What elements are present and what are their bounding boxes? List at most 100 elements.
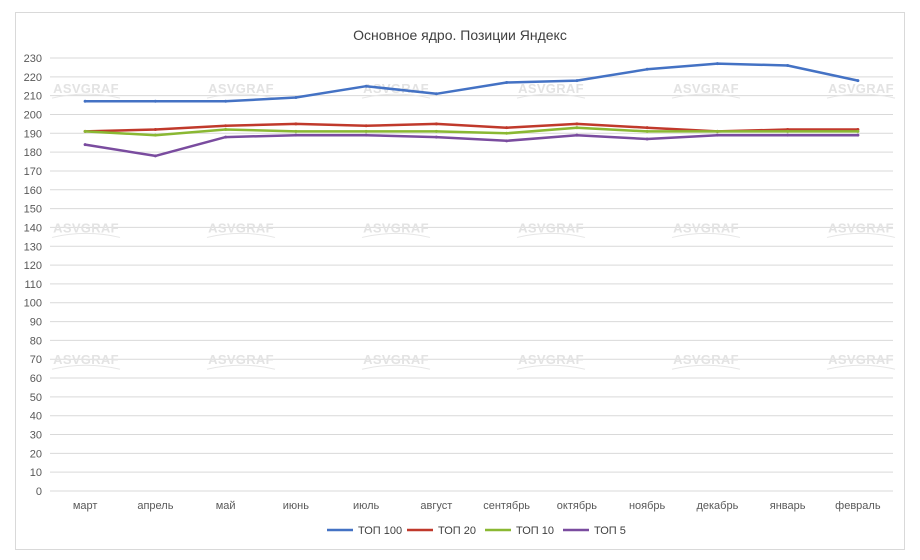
watermark-swoosh — [361, 364, 431, 370]
data-point — [575, 133, 579, 137]
x-tick-label: август — [420, 500, 452, 512]
legend-label: ТОП 5 — [594, 525, 626, 537]
watermark-swoosh — [206, 93, 276, 99]
data-point — [294, 122, 298, 126]
legend-item: ТОП 20 — [407, 525, 476, 537]
x-tick-label: сентябрь — [483, 500, 530, 512]
y-tick-label: 200 — [24, 109, 42, 121]
data-point — [786, 129, 790, 133]
watermark-swoosh — [826, 232, 896, 238]
data-point — [645, 137, 649, 141]
data-point — [83, 129, 87, 133]
watermark-layer: ASVGRAF ASVGRAF ASVGRAF ASVGRAF ASVGRAF ASVGR… — [51, 81, 896, 370]
x-tick-label: июль — [353, 500, 380, 512]
y-tick-label: 20 — [30, 448, 42, 460]
x-tick-label: январь — [770, 500, 806, 512]
data-point — [224, 99, 228, 103]
data-point — [364, 129, 368, 133]
y-tick-label: 190 — [24, 128, 42, 140]
data-point — [153, 99, 157, 103]
watermark-text: ASVGRAF — [518, 352, 584, 367]
data-point — [224, 124, 228, 128]
data-point — [434, 129, 438, 133]
y-tick-label: 220 — [24, 72, 42, 84]
chart-title: Основное ядро. Позиции Яндекс — [353, 27, 567, 43]
y-tick-label: 10 — [30, 467, 42, 479]
data-point — [224, 128, 228, 132]
legend-label: ТОП 100 — [358, 525, 402, 537]
data-point — [434, 122, 438, 126]
series-line — [83, 133, 860, 158]
y-tick-label: 60 — [30, 373, 42, 385]
watermark-swoosh — [51, 232, 121, 238]
data-point — [575, 122, 579, 126]
data-point — [224, 135, 228, 139]
x-tick-label: апрель — [137, 500, 173, 512]
data-point — [645, 67, 649, 71]
y-tick-label: 80 — [30, 335, 42, 347]
y-tick-label: 230 — [24, 53, 42, 65]
data-point — [364, 124, 368, 128]
watermark-swoosh — [206, 364, 276, 370]
data-point — [715, 133, 719, 137]
watermark-text: ASVGRAF — [518, 81, 584, 96]
y-tick-label: 110 — [24, 279, 42, 291]
watermark-text: ASVGRAF — [363, 220, 429, 235]
y-tick-label: 210 — [24, 91, 42, 103]
data-point — [434, 92, 438, 96]
y-tick-label: 140 — [24, 222, 42, 234]
y-axis: 0 10 20 30 40 50 60 70 80 90 100 110 120 130 140 150 160… — [24, 53, 42, 498]
watermark-swoosh — [361, 232, 431, 238]
watermark-text: ASVGRAF — [673, 352, 739, 367]
y-tick-label: 50 — [30, 392, 42, 404]
watermark-swoosh — [51, 93, 121, 99]
data-point — [856, 129, 860, 133]
watermark-text: ASVGRAF — [53, 220, 119, 235]
x-tick-label: октябрь — [557, 500, 597, 512]
watermark-text: ASVGRAF — [363, 352, 429, 367]
data-point — [153, 154, 157, 158]
data-point — [505, 131, 509, 135]
data-point — [715, 129, 719, 133]
x-tick-label: ноябрь — [629, 500, 666, 512]
watermark-text: ASVGRAF — [828, 220, 894, 235]
x-tick-label: май — [216, 500, 236, 512]
data-point — [786, 64, 790, 68]
data-point — [786, 133, 790, 137]
watermark-swoosh — [671, 93, 741, 99]
grid — [50, 57, 893, 492]
watermark-text: ASVGRAF — [673, 220, 739, 235]
data-point — [294, 133, 298, 137]
data-point — [294, 96, 298, 100]
x-axis: март апрель май июнь июль август сентябрь октяб… — [73, 500, 881, 512]
data-point — [856, 79, 860, 83]
legend-item: ТОП 10 — [485, 525, 554, 537]
watermark-text: ASVGRAF — [518, 220, 584, 235]
data-point — [645, 126, 649, 130]
legend-item: ТОП 100 — [327, 525, 402, 537]
data-point — [505, 139, 509, 143]
legend-label: ТОП 20 — [438, 525, 476, 537]
y-tick-label: 70 — [30, 354, 42, 366]
watermark-swoosh — [826, 364, 896, 370]
watermark-swoosh — [206, 232, 276, 238]
data-point — [505, 80, 509, 84]
y-tick-label: 100 — [24, 298, 42, 310]
data-point — [856, 133, 860, 137]
watermark-text: ASVGRAF — [53, 81, 119, 96]
y-tick-label: 40 — [30, 411, 42, 423]
y-tick-label: 180 — [24, 147, 42, 159]
watermark-text: ASVGRAF — [828, 352, 894, 367]
watermark-swoosh — [671, 232, 741, 238]
watermark-swoosh — [826, 93, 896, 99]
data-point — [153, 133, 157, 137]
legend-item: ТОП 5 — [563, 525, 626, 537]
watermark-text: ASVGRAF — [673, 81, 739, 96]
data-point — [83, 143, 87, 147]
data-point — [505, 126, 509, 130]
watermark-text: ASVGRAF — [208, 81, 274, 96]
legend-label: ТОП 10 — [516, 525, 554, 537]
x-tick-label: июнь — [283, 500, 309, 512]
data-point — [153, 128, 157, 132]
